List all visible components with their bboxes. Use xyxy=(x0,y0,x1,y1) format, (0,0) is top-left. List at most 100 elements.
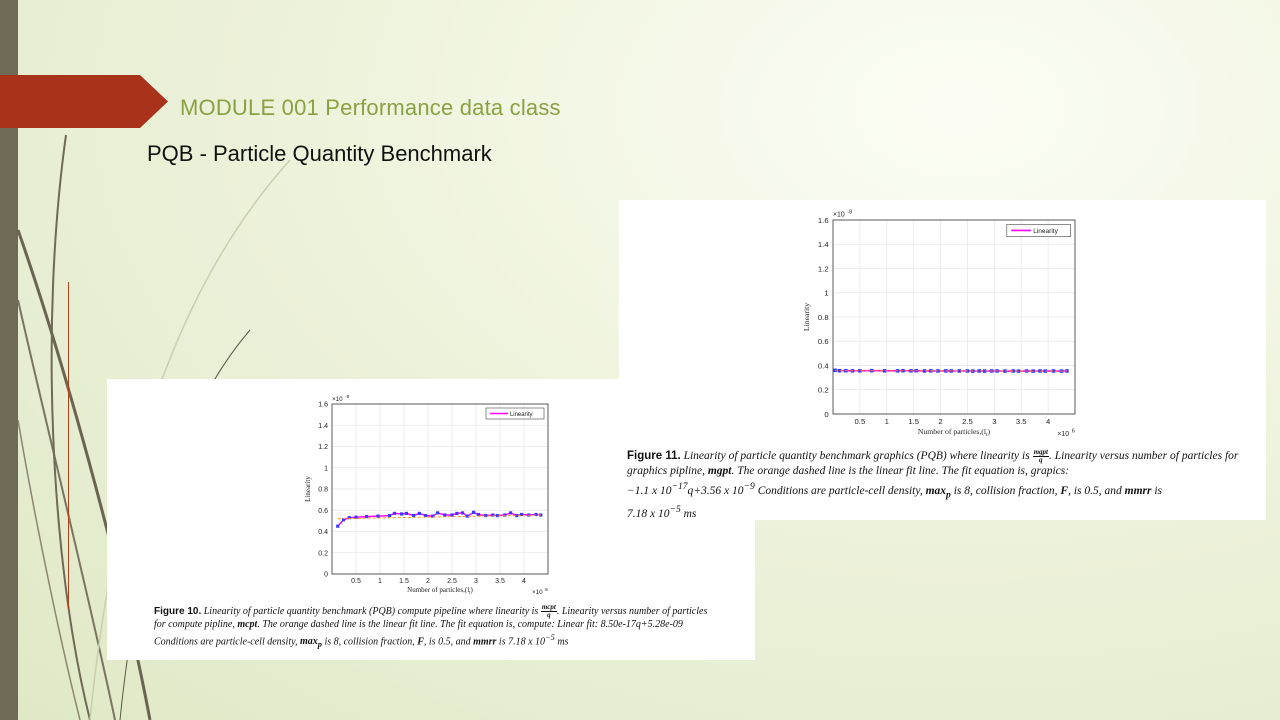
caption-var: F xyxy=(1060,484,1069,497)
data-point xyxy=(837,368,842,373)
y-tick-label: 1.6 xyxy=(318,402,328,409)
data-point xyxy=(858,369,862,373)
x-tick-label: 2 xyxy=(426,578,430,585)
data-point xyxy=(1051,369,1056,373)
data-point xyxy=(472,510,476,514)
data-point xyxy=(354,515,358,519)
data-point xyxy=(412,513,416,518)
data-point xyxy=(392,511,396,516)
x-axis-label: Number of particles,(lt) xyxy=(918,427,991,438)
x-axis-label: Number of particles,(lt) xyxy=(407,586,473,596)
decor-red-line xyxy=(68,282,69,609)
data-point xyxy=(424,513,428,518)
caption-equation: −1.1 x 10 xyxy=(627,484,672,497)
data-point xyxy=(336,524,340,528)
x-tick-label: 2.5 xyxy=(447,578,457,585)
figure-10-chart: 0.5 1 1.5 2 2.5 3 3.5 4 0 0.2 0.4 0.6 0.8 1 1.2 1.4 1.6 ×… xyxy=(304,394,549,596)
data-point xyxy=(982,369,987,373)
data-point xyxy=(347,516,351,520)
caption-fraction: mcpt q xyxy=(540,603,557,619)
legend-label: Linearity xyxy=(510,412,532,418)
y-tick-label: 1.4 xyxy=(818,240,829,249)
fit-line xyxy=(337,514,541,520)
caption-text: . Linearity versus number of particles f… xyxy=(627,450,1239,478)
caption-label: Figure 10. xyxy=(154,605,202,617)
figure-11-chart: 0.5 1 1.5 2 2.5 3 3.5 4 0 0.2 0.4 0.6 0.8 1 1.2 1.4 1.6 ×… xyxy=(802,209,1076,438)
data-point xyxy=(431,514,435,518)
caption-var: mmrr xyxy=(473,635,497,647)
data-point xyxy=(1038,369,1042,373)
slide-title: MODULE 001 Performance data class xyxy=(180,95,561,120)
data-point xyxy=(957,369,962,373)
legend-box xyxy=(485,407,545,420)
x-multiplier: ×10 xyxy=(1057,431,1069,438)
caption-text: Linearity of particle quantity benchmark… xyxy=(683,450,1030,463)
legend-label: Linearity xyxy=(1033,228,1058,235)
caption-var: mcpt xyxy=(237,619,258,630)
data-point xyxy=(882,369,887,373)
data-point xyxy=(1016,369,1021,373)
caption-unit: ms xyxy=(557,635,569,647)
legend-box xyxy=(1006,224,1071,237)
y-tick-label: 0.8 xyxy=(318,487,328,494)
y-tick-label: 1.6 xyxy=(818,216,829,225)
y-tick-label: 0.4 xyxy=(818,361,829,370)
x-axis-label-end: ) xyxy=(471,586,474,594)
data-point xyxy=(417,511,421,516)
data-point xyxy=(404,511,408,516)
data-point xyxy=(491,513,495,517)
caption-text: is 7.18 x 10 xyxy=(498,635,546,647)
caption-text: 7.18 x 10 xyxy=(627,508,670,521)
x-tick-label: 2.5 xyxy=(962,417,973,426)
caption-unit: ms xyxy=(683,508,697,521)
caption-equation: q+3.56 x 10 xyxy=(687,484,744,497)
figure-11: 0.5 1 1.5 2 2.5 3 3.5 4 0 0.2 0.4 0.6 0.8 1 1.2 1.4 1.6 ×… xyxy=(619,200,1266,520)
caption-var: mgpt xyxy=(707,465,732,478)
y-multiplier: ×10 xyxy=(833,212,845,219)
caption-var: F xyxy=(417,635,424,647)
plot-frame xyxy=(331,403,549,575)
title-banner xyxy=(0,75,168,128)
data-point xyxy=(476,512,480,517)
data-point xyxy=(376,514,380,518)
x-tick-label: 1 xyxy=(885,417,889,426)
data-point xyxy=(364,515,369,519)
caption-text: is 8, collision fraction, xyxy=(324,635,415,647)
data-point xyxy=(400,512,404,516)
y-tick-label: 0.2 xyxy=(318,550,328,557)
x-tick-label: 2 xyxy=(938,417,942,426)
data-point xyxy=(436,511,440,515)
data-point xyxy=(833,368,837,373)
x-tick-label: 4 xyxy=(1046,417,1051,426)
data-point xyxy=(1003,369,1007,373)
data-point xyxy=(922,369,927,373)
data-point xyxy=(460,511,465,515)
y-multiplier-exp: -8 xyxy=(345,394,350,400)
x-multiplier: ×10 xyxy=(532,589,543,596)
figure-10-caption: Figure 10. Linearity of particle quantit… xyxy=(154,603,708,649)
data-point xyxy=(455,511,459,516)
y-tick-label: 0.6 xyxy=(318,508,328,515)
figure-11-caption: Figure 11. Linearity of particle quantit… xyxy=(627,448,1239,521)
data-point xyxy=(503,513,507,517)
data-point xyxy=(388,513,392,518)
x-axis-label-sub: t xyxy=(986,432,988,438)
caption-text: . The orange dashed line is the linear f… xyxy=(154,619,683,647)
x-tick-label: 1.5 xyxy=(399,578,409,585)
x-tick-label: 4 xyxy=(522,578,526,585)
left-decor-bar xyxy=(0,0,18,720)
y-axis-label: Linearity xyxy=(802,303,811,331)
y-tick-label: 1 xyxy=(324,465,328,472)
data-point xyxy=(520,512,524,517)
x-tick-label: 1.5 xyxy=(908,417,919,426)
data-point xyxy=(539,513,543,517)
x-tick-label: 1 xyxy=(378,578,382,585)
caption-text: Conditions are particle-cell density, xyxy=(757,484,923,497)
caption-text: Linearity of particle quantity benchmark… xyxy=(203,605,539,617)
caption-var: maxp xyxy=(300,635,322,649)
y-tick-label: 0 xyxy=(824,410,828,419)
x-axis-label-end: ) xyxy=(988,427,991,436)
y-axis-label: Linearity xyxy=(304,476,312,502)
x-multiplier-exp: 6 xyxy=(545,587,548,593)
x-multiplier-exp: 6 xyxy=(1072,429,1075,435)
